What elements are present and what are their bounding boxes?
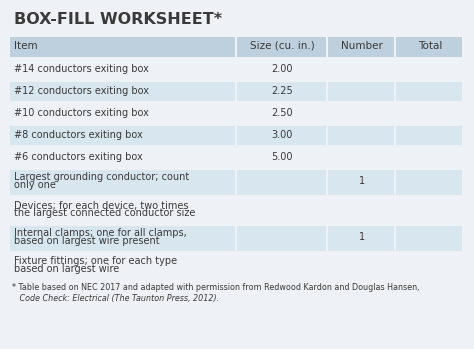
Text: Fixture fittings; one for each type: Fixture fittings; one for each type [14, 257, 177, 267]
FancyBboxPatch shape [396, 226, 462, 251]
FancyBboxPatch shape [10, 282, 462, 306]
FancyBboxPatch shape [10, 6, 462, 34]
Text: based on largest wire present: based on largest wire present [14, 237, 160, 246]
Text: Total: Total [418, 41, 442, 51]
FancyBboxPatch shape [328, 226, 394, 251]
FancyBboxPatch shape [328, 126, 394, 145]
FancyBboxPatch shape [237, 198, 326, 223]
Text: * Table based on NEC 2017 and adapted with permission from Redwood Kardon and Do: * Table based on NEC 2017 and adapted wi… [12, 283, 419, 292]
Text: the largest connected conductor size: the largest connected conductor size [14, 208, 195, 218]
FancyBboxPatch shape [10, 104, 235, 123]
FancyBboxPatch shape [237, 170, 326, 195]
FancyBboxPatch shape [237, 82, 326, 101]
FancyBboxPatch shape [10, 82, 235, 101]
FancyBboxPatch shape [328, 198, 394, 223]
FancyBboxPatch shape [237, 254, 326, 279]
FancyBboxPatch shape [10, 226, 235, 251]
FancyBboxPatch shape [237, 226, 326, 251]
FancyBboxPatch shape [237, 104, 326, 123]
Text: based on largest wire: based on largest wire [14, 265, 119, 275]
FancyBboxPatch shape [328, 148, 394, 167]
FancyBboxPatch shape [396, 104, 462, 123]
FancyBboxPatch shape [396, 198, 462, 223]
FancyBboxPatch shape [396, 82, 462, 101]
FancyBboxPatch shape [10, 170, 235, 195]
FancyBboxPatch shape [396, 126, 462, 145]
Text: #10 conductors exiting box: #10 conductors exiting box [14, 107, 149, 118]
FancyBboxPatch shape [237, 148, 326, 167]
FancyBboxPatch shape [328, 37, 394, 57]
Text: Number: Number [341, 41, 383, 51]
FancyBboxPatch shape [237, 126, 326, 145]
Text: 2.50: 2.50 [272, 107, 293, 118]
FancyBboxPatch shape [328, 254, 394, 279]
Text: 1: 1 [359, 232, 365, 243]
Text: #8 conductors exiting box: #8 conductors exiting box [14, 129, 143, 140]
FancyBboxPatch shape [328, 170, 394, 195]
FancyBboxPatch shape [10, 126, 235, 145]
Text: Internal clamps; one for all clamps,: Internal clamps; one for all clamps, [14, 229, 187, 238]
Text: 3.00: 3.00 [272, 129, 293, 140]
FancyBboxPatch shape [237, 37, 326, 57]
FancyBboxPatch shape [10, 254, 235, 279]
Text: 2.00: 2.00 [272, 64, 293, 74]
FancyBboxPatch shape [396, 60, 462, 79]
FancyBboxPatch shape [396, 170, 462, 195]
Text: 5.00: 5.00 [272, 151, 293, 162]
Text: #14 conductors exiting box: #14 conductors exiting box [14, 64, 149, 74]
Text: Item: Item [14, 41, 37, 51]
Text: 2.25: 2.25 [272, 86, 293, 96]
Text: Size (cu. in.): Size (cu. in.) [250, 41, 315, 51]
Text: #6 conductors exiting box: #6 conductors exiting box [14, 151, 143, 162]
FancyBboxPatch shape [328, 82, 394, 101]
Text: Code Check: Electrical (The Taunton Press, 2012).: Code Check: Electrical (The Taunton Pres… [12, 294, 219, 303]
FancyBboxPatch shape [10, 37, 235, 57]
FancyBboxPatch shape [396, 148, 462, 167]
Text: 1: 1 [359, 177, 365, 186]
FancyBboxPatch shape [10, 198, 235, 223]
FancyBboxPatch shape [10, 148, 235, 167]
FancyBboxPatch shape [396, 254, 462, 279]
FancyBboxPatch shape [328, 60, 394, 79]
FancyBboxPatch shape [237, 60, 326, 79]
Text: only one: only one [14, 180, 56, 191]
Text: Largest grounding conductor; count: Largest grounding conductor; count [14, 172, 189, 183]
Text: Devices; for each device, two times: Devices; for each device, two times [14, 200, 189, 210]
Text: BOX-FILL WORKSHEET*: BOX-FILL WORKSHEET* [14, 12, 222, 27]
FancyBboxPatch shape [396, 37, 462, 57]
FancyBboxPatch shape [10, 60, 235, 79]
Text: #12 conductors exiting box: #12 conductors exiting box [14, 86, 149, 96]
FancyBboxPatch shape [328, 104, 394, 123]
